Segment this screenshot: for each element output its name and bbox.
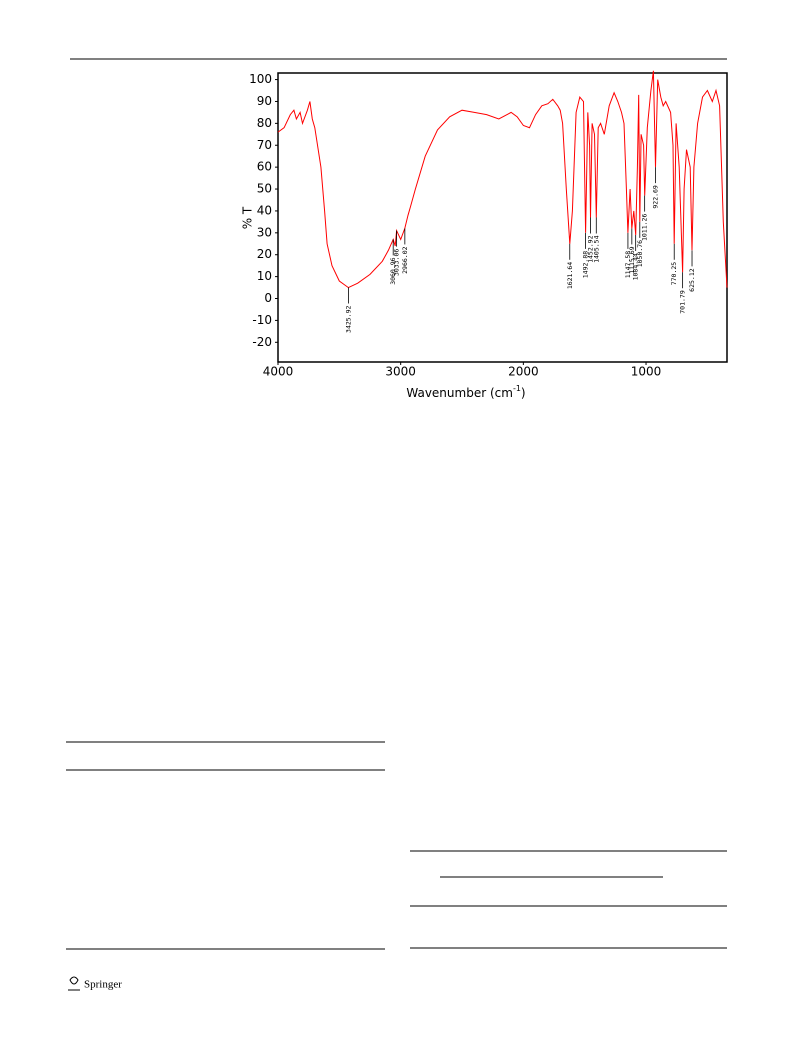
y-tick-label: 50 (257, 182, 272, 196)
y-tick-label: 30 (257, 225, 272, 239)
peak-label: 1492.88 (582, 251, 590, 278)
springer-logo (68, 976, 80, 991)
peak-label: 1050.76 (636, 240, 644, 267)
peak-label: 1115.69 (628, 246, 636, 273)
x-tick-label: 2000 (508, 365, 539, 379)
y-tick-label: 0 (264, 291, 272, 305)
peak-label: 1405.54 (592, 235, 600, 262)
peak-label: 1147.58 (624, 251, 632, 278)
y-axis-label: % T (241, 206, 255, 229)
y-tick-label: 60 (257, 160, 272, 174)
peak-label: 3425.92 (344, 305, 352, 332)
y-tick-label: 80 (257, 116, 272, 130)
peak-label: 1452.92 (586, 235, 594, 262)
peak-label: 1084.44 (632, 253, 640, 280)
peak-label: 2966.02 (401, 246, 409, 273)
publisher: Springer (84, 979, 122, 991)
y-tick-label: -10 (252, 313, 272, 327)
y-tick-label: -20 (252, 335, 272, 349)
x-tick-label: 3000 (385, 365, 416, 379)
peak-label: 3060.96 (389, 257, 397, 284)
y-tick-label: 90 (257, 94, 272, 108)
x-axis-label-end: ) (521, 386, 526, 400)
x-tick-label: 4000 (263, 365, 294, 379)
y-tick-label: 20 (257, 247, 272, 261)
x-axis-label-main: Wavenumber (cm (406, 386, 513, 400)
plot-frame (277, 72, 728, 363)
peak-label: 3033.06 (393, 249, 401, 276)
spectrum-line (277, 70, 728, 289)
peak-label: 770.25 (670, 262, 678, 286)
peak-label: 1621.64 (566, 262, 574, 289)
peak-label: 701.79 (679, 290, 687, 314)
y-tick-label: 10 (257, 269, 272, 283)
peak-label: 625.12 (688, 268, 696, 292)
y-tick-label: 40 (257, 203, 272, 217)
x-tick-label: 1000 (631, 365, 662, 379)
peak-label: 1011.26 (641, 214, 649, 241)
x-axis-label: Wavenumber (cm-1) (406, 384, 525, 400)
y-tick-label: 100 (249, 72, 272, 86)
x-axis-label-sup: -1 (513, 384, 521, 393)
y-tick-label: 70 (257, 138, 272, 152)
peak-label: 922.69 (652, 185, 660, 209)
